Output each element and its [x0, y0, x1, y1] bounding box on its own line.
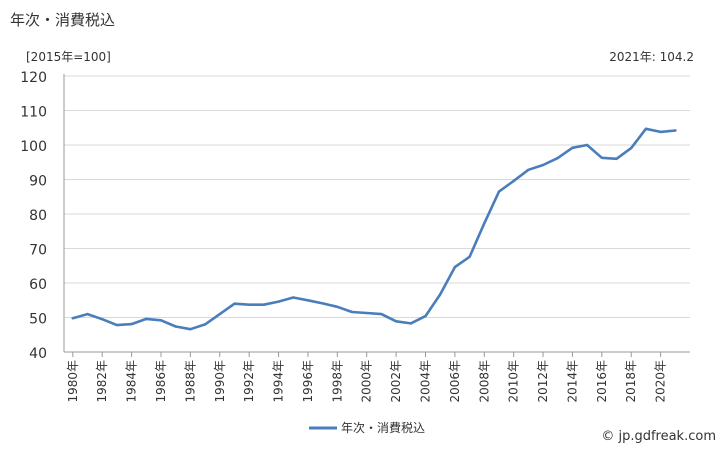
- data-point: [203, 323, 207, 326]
- x-tick-label: 2020年: [654, 360, 668, 403]
- data-point: [86, 312, 89, 316]
- x-tick-label: 2014年: [565, 360, 579, 403]
- data-point: [659, 130, 662, 134]
- y-tick-label: 60: [29, 277, 47, 293]
- x-tick-label: 1996年: [301, 360, 315, 403]
- data-point: [218, 312, 221, 316]
- data-point: [306, 299, 310, 302]
- y-tick-label: 80: [29, 208, 47, 224]
- y-tick-label: 120: [20, 70, 47, 86]
- legend-label: 年次・消費税込: [341, 420, 425, 435]
- x-tick-label: 2008年: [477, 360, 491, 403]
- data-point: [292, 296, 295, 299]
- x-tick-label: 2000年: [360, 360, 374, 403]
- x-tick-label: 2002年: [389, 360, 403, 403]
- data-point: [145, 317, 148, 321]
- x-tick-label: 2004年: [418, 360, 432, 403]
- data-point: [189, 328, 192, 331]
- data-point: [394, 320, 398, 323]
- data-point: [350, 310, 354, 314]
- legend[interactable]: 年次・消費税込: [309, 420, 425, 435]
- series-line: [71, 127, 677, 331]
- data-point: [600, 156, 604, 159]
- data-point: [556, 156, 559, 160]
- data-point: [644, 127, 648, 130]
- x-tick-label: 2010年: [507, 360, 521, 403]
- data-point: [233, 302, 236, 305]
- x-tick-label: 1988年: [183, 360, 197, 403]
- series-layer: [71, 127, 677, 331]
- data-point: [527, 168, 530, 172]
- x-tick-label: 1990年: [213, 360, 227, 403]
- source-credit: © jp.gdfreak.com: [601, 429, 716, 444]
- data-point: [674, 129, 677, 132]
- data-point: [585, 143, 589, 147]
- data-point: [571, 146, 574, 149]
- data-point: [453, 265, 457, 269]
- data-point: [262, 303, 266, 306]
- y-tick-label: 70: [29, 243, 47, 259]
- data-point: [115, 323, 119, 327]
- x-tick-label: 1998年: [330, 360, 344, 403]
- data-point: [174, 325, 177, 328]
- x-tick-label: 2012年: [536, 360, 550, 403]
- data-point: [101, 318, 104, 321]
- y-tick-label: 90: [29, 174, 47, 190]
- data-point: [438, 293, 442, 296]
- x-tick-label: 1980年: [66, 360, 80, 403]
- data-point: [71, 316, 75, 320]
- data-point: [321, 302, 324, 305]
- x-tick-label: 2018年: [624, 360, 638, 403]
- data-point: [130, 322, 133, 326]
- x-tick-label: 2016年: [595, 360, 609, 403]
- unit-label: [2015年=100]: [26, 50, 111, 64]
- chart-title: 年次・消費税込: [10, 11, 116, 29]
- data-point: [409, 322, 412, 325]
- y-tick-label: 110: [20, 105, 47, 121]
- x-tick-label: 1992年: [242, 360, 256, 403]
- data-point: [159, 319, 163, 322]
- latest-value-label: 2021年: 104.2: [609, 50, 694, 64]
- x-axis: 1980年 1982年 1984年 1986年 1988年 1990年 1992年 1994年…: [64, 351, 690, 403]
- data-point: [497, 190, 501, 193]
- data-point: [468, 255, 471, 258]
- x-tick-label: 1986年: [154, 360, 168, 403]
- grid-lines: [64, 75, 690, 318]
- data-point: [247, 303, 251, 306]
- data-point: [336, 305, 339, 309]
- data-point: [512, 179, 515, 183]
- data-point: [541, 163, 545, 167]
- y-tick-label: 50: [29, 312, 47, 328]
- y-tick-label: 100: [20, 139, 47, 155]
- data-point: [277, 300, 280, 303]
- data-point: [424, 314, 427, 318]
- y-tick-label: 40: [29, 346, 47, 362]
- x-tick-label: 1994年: [272, 360, 286, 403]
- data-point: [365, 311, 368, 315]
- x-tick-label: 1982年: [95, 360, 109, 403]
- data-point: [380, 312, 383, 316]
- data-point: [615, 157, 618, 160]
- x-tick-label: 2006年: [448, 360, 462, 403]
- data-point: [630, 146, 633, 150]
- x-tick-label: 1984年: [125, 360, 139, 403]
- data-point: [483, 222, 486, 225]
- y-axis: 40 50 60 70 80 90 100 110 120: [20, 70, 65, 362]
